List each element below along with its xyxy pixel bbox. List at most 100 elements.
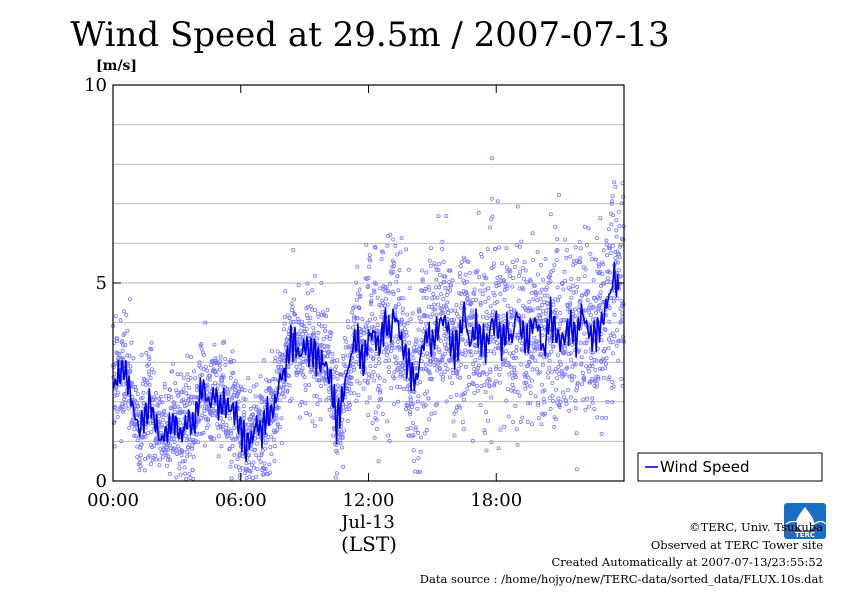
scatter-point (467, 270, 472, 275)
scatter-point (374, 281, 379, 286)
scatter-point (330, 351, 335, 356)
scatter-point (365, 320, 370, 325)
scatter-point (128, 364, 133, 369)
scatter-point (507, 351, 512, 356)
scatter-point (546, 370, 551, 375)
scatter-point (407, 286, 412, 291)
scatter-point (296, 282, 301, 287)
scatter-point (556, 364, 561, 369)
scatter-point (267, 462, 272, 467)
scatter-point (487, 378, 492, 383)
scatter-point (396, 399, 401, 404)
scatter-point (376, 404, 381, 409)
scatter-point (392, 370, 397, 375)
scatter-point (569, 277, 574, 282)
scatter-point (189, 397, 194, 402)
scatter-point (439, 306, 444, 311)
scatter-point (122, 331, 127, 336)
scatter-point (440, 239, 445, 244)
scatter-point (557, 326, 562, 331)
scatter-point (526, 363, 531, 368)
scatter-point (402, 322, 407, 327)
scatter-point (489, 395, 494, 400)
scatter-point (466, 297, 471, 302)
scatter-point (218, 359, 223, 364)
scatter-point (594, 358, 599, 363)
scatter-point (385, 302, 390, 307)
scatter-point (307, 412, 312, 417)
scatter-point (430, 312, 435, 317)
scatter-point (268, 434, 273, 439)
scatter-point (195, 440, 200, 445)
scatter-point (463, 348, 468, 353)
scatter-point (369, 312, 374, 317)
scatter-point (288, 320, 293, 325)
scatter-point (538, 290, 543, 295)
scatter-point (404, 247, 409, 252)
scatter-point (313, 308, 318, 313)
scatter-point (359, 329, 364, 334)
scatter-point (261, 358, 266, 363)
scatter-point (263, 467, 268, 472)
scatter-point (119, 439, 124, 444)
scatter-point (415, 406, 420, 411)
scatter-point (259, 411, 264, 416)
scatter-point (191, 454, 196, 459)
scatter-point (326, 395, 331, 400)
scatter-point (482, 361, 487, 366)
scatter-point (120, 339, 125, 344)
scatter-point (580, 293, 585, 298)
scatter-point (170, 361, 175, 366)
scatter-point (526, 400, 531, 405)
scatter-point (200, 350, 205, 355)
scatter-point (187, 452, 192, 457)
scatter-point (276, 405, 281, 410)
scatter-point (444, 213, 449, 218)
scatter-point (220, 419, 225, 424)
scatter-point (344, 404, 349, 409)
scatter-point (459, 301, 464, 306)
scatter-point (438, 367, 443, 372)
scatter-point (417, 309, 422, 314)
scatter-point (598, 290, 603, 295)
scatter-point (143, 456, 148, 461)
scatter-point (455, 369, 460, 374)
scatter-point (595, 381, 600, 386)
scatter-point (568, 301, 573, 306)
scatter-point (394, 279, 399, 284)
scatter-point (351, 365, 356, 370)
scatter-point (357, 306, 362, 311)
scatter-point (366, 376, 371, 381)
scatter-point (531, 258, 536, 263)
scatter-point (327, 349, 332, 354)
scatter-point (478, 300, 483, 305)
scatter-point (386, 365, 391, 370)
scatter-point (556, 396, 561, 401)
scatter-point (197, 431, 202, 436)
scatter-point (383, 288, 388, 293)
scatter-point (335, 376, 340, 381)
scatter-point (398, 250, 403, 255)
timezone-label: (LST) (341, 532, 397, 556)
scatter-point (614, 343, 619, 348)
scatter-point (476, 365, 481, 370)
scatter-point (312, 423, 317, 428)
scatter-point (355, 291, 360, 296)
scatter-point (497, 372, 502, 377)
scatter-point (369, 302, 374, 307)
scatter-point (198, 365, 203, 370)
scatter-point (484, 448, 489, 453)
scatter-point (469, 315, 474, 320)
scatter-point (228, 428, 233, 433)
footer-copyright: ©TERC, Univ. Tsukuba (689, 520, 823, 534)
scatter-point (607, 227, 612, 232)
scatter-point (329, 330, 334, 335)
scatter-point (221, 375, 226, 380)
scatter-point (483, 389, 488, 394)
scatter-point (523, 386, 528, 391)
scatter-point (235, 457, 240, 462)
scatter-point (557, 404, 562, 409)
scatter-point (567, 302, 572, 307)
scatter-point (189, 354, 194, 359)
scatter-point (347, 407, 352, 412)
